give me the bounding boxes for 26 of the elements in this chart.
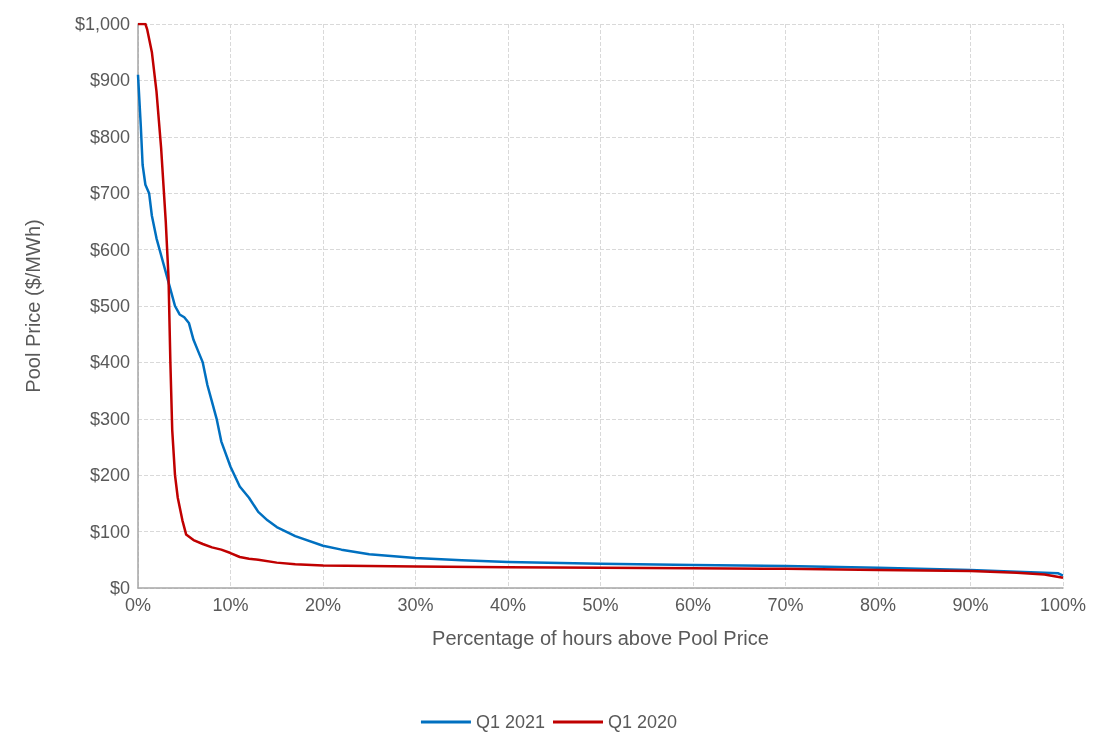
y-tick-label: $400	[89, 352, 130, 373]
y-tick-label: $0	[109, 578, 130, 598]
x-tick-label: 70%	[767, 595, 804, 615]
y-tick-label: $200	[89, 465, 130, 486]
y-tick-label: $900	[89, 70, 130, 91]
x-tick-label: 40%	[489, 595, 527, 615]
x-axis-title: Percentage of hours above Pool Price	[432, 627, 769, 649]
legend-label: Q1 2021	[475, 712, 546, 732]
y-tick-label: $1,000	[74, 14, 130, 34]
y-tick-label: $600	[89, 239, 130, 260]
y-tick-label: $500	[89, 296, 130, 316]
x-tick-label: 20%	[304, 595, 342, 615]
x-tick-label: 0%	[124, 595, 152, 615]
x-tick-label: 50%	[582, 595, 619, 615]
x-tick-label: 90%	[952, 595, 989, 615]
x-tick-label: 60%	[674, 595, 712, 615]
legend-label: Q1 2020	[608, 712, 678, 732]
y-tick-label: $800	[89, 126, 130, 147]
y-axis-title: Pool Price ($/MWh)	[22, 219, 44, 393]
y-tick-label: $700	[89, 183, 130, 204]
x-tick-label: 10%	[212, 595, 249, 615]
x-tick-label: 80%	[859, 595, 897, 615]
y-tick-label: $300	[89, 408, 130, 429]
y-tick-label: $100	[89, 521, 130, 542]
x-tick-label: 30%	[397, 595, 434, 615]
x-tick-label: 100%	[1039, 595, 1087, 615]
